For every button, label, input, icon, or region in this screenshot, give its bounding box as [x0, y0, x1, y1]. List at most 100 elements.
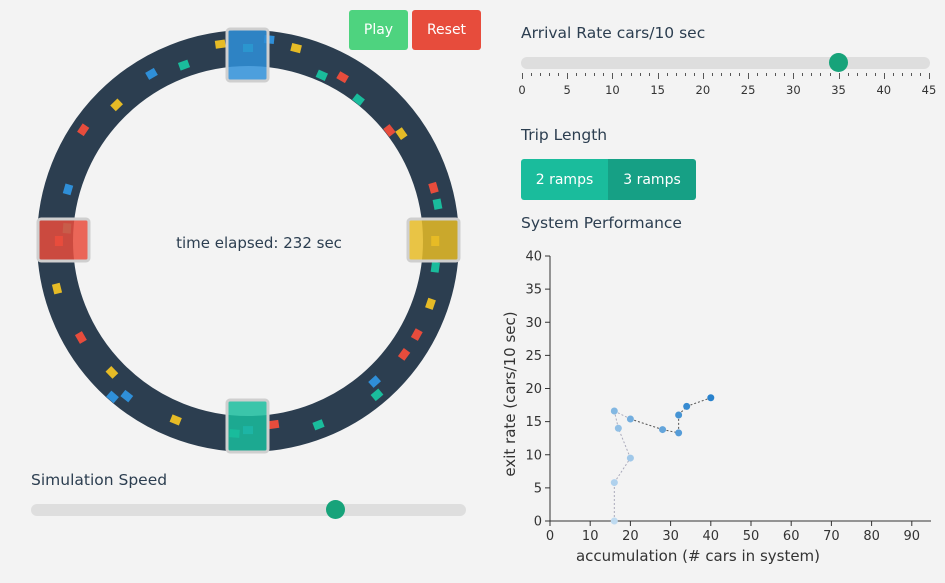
arrival-rate-tick-mark	[910, 73, 912, 76]
chart-x-tick-label: 30	[662, 529, 679, 544]
car	[428, 181, 439, 194]
car	[336, 71, 349, 84]
chart-trail-segment	[686, 397, 711, 407]
arrival-rate-tick-label: 30	[786, 83, 801, 97]
arrival-rate-tick-mark	[802, 73, 804, 76]
car	[352, 93, 365, 106]
car	[430, 261, 440, 273]
car	[315, 69, 328, 81]
chart-y-tick-label: 0	[534, 515, 542, 530]
chart-point	[683, 402, 691, 410]
arrival-rate-tick-label: 0	[518, 83, 526, 97]
arrival-rate-tick-mark	[702, 73, 704, 79]
trip-length-2-ramps-button[interactable]: 2 ramps	[521, 159, 608, 200]
time-elapsed-text: time elapsed: 232 sec	[176, 234, 342, 252]
chart-point	[707, 394, 715, 402]
arrival-rate-tick-mark	[901, 73, 903, 76]
car	[368, 375, 381, 388]
arrival-rate-tick-mark	[757, 73, 759, 76]
arrival-rate-tick-mark	[549, 73, 551, 76]
chart-point	[610, 517, 618, 525]
arrival-rate-tick-mark	[820, 73, 822, 76]
chart-y-tick-label: 40	[525, 250, 542, 265]
chart-point	[675, 411, 683, 419]
car	[432, 198, 443, 210]
chart-point	[626, 415, 634, 423]
chart-x-tick-label: 40	[703, 529, 720, 544]
chart-y-tick-label: 20	[525, 382, 542, 397]
arrival-rate-tick-mark	[522, 73, 523, 79]
arrival-rate-tick-mark	[748, 73, 750, 79]
arrival-rate-tick-label: 25	[740, 83, 756, 97]
car	[105, 366, 119, 379]
chart-point	[614, 424, 622, 432]
ring-road-simulation: time elapsed: 232 sec	[36, 27, 461, 454]
car	[370, 388, 384, 402]
arrival-rate-tick-mark	[856, 73, 858, 76]
arrival-rate-tick-label: 5	[563, 83, 571, 97]
car	[51, 282, 63, 295]
arrival-rate-tick-mark	[730, 73, 732, 76]
system-performance-chart: 0 10 20 30 40 50 60 70 80 90 0 5 10 15 20 25 30 35 40 accu…	[501, 250, 931, 565]
arrival-rate-tick-mark	[540, 73, 542, 76]
arrival-rate-tick-mark	[919, 73, 921, 76]
reset-button[interactable]: Reset	[412, 10, 481, 50]
arrival-rate-tick-label: 10	[605, 83, 620, 97]
play-button[interactable]: Play	[349, 10, 408, 50]
arrival-rate-tick-mark	[576, 73, 578, 76]
trip-length-3-ramps-button[interactable]: 3 ramps	[608, 159, 696, 200]
chart-trail-segment	[613, 457, 631, 483]
chart-lines	[613, 397, 711, 521]
chart-point	[659, 426, 667, 434]
ramp-left	[36, 217, 91, 263]
car	[62, 183, 74, 196]
chart-y-tick-label: 15	[525, 415, 542, 430]
car	[106, 390, 119, 404]
arrival-rate-tick-mark	[793, 73, 795, 79]
car	[425, 297, 436, 310]
arrival-rate-tick-mark	[766, 73, 768, 76]
car	[77, 123, 90, 137]
car	[290, 43, 302, 54]
car	[74, 331, 87, 344]
chart-axes: 0 10 20 30 40 50 60 70 80 90 0 5 10 15 20 25 30 35 40	[525, 250, 931, 544]
car	[383, 124, 396, 137]
car	[120, 389, 134, 403]
chart-x-tick-label: 90	[904, 529, 921, 544]
chart-x-tick-label: 10	[582, 529, 599, 544]
car	[397, 348, 411, 361]
arrival-rate-tick-mark	[558, 73, 560, 76]
arrival-rate-tick-mark	[883, 73, 885, 79]
chart-x-tick-label: 0	[546, 529, 554, 544]
chart-point	[610, 479, 618, 487]
ramp-bottom	[225, 398, 270, 454]
trip-length-label: Trip Length	[521, 126, 608, 144]
ramp-right	[406, 217, 461, 263]
chart-x-axis-label: accumulation (# cars in system)	[576, 547, 820, 565]
chart-trail-segment	[614, 410, 631, 420]
arrival-rate-tick-mark	[693, 73, 695, 76]
car	[312, 419, 325, 431]
arrival-rate-tick-mark	[612, 73, 614, 79]
arrival-rate-tick-mark	[711, 73, 713, 76]
arrival-rate-tick-mark	[865, 73, 867, 76]
car	[177, 59, 191, 71]
arrival-rate-tick-mark	[639, 73, 641, 76]
arrival-rate-tick-mark	[621, 73, 623, 76]
arrival-rate-tick-mark	[585, 73, 587, 76]
arrival-rate-thumb[interactable]	[829, 53, 849, 72]
arrival-rate-tick-mark	[666, 73, 668, 76]
chart-y-tick-label: 35	[525, 283, 542, 298]
arrival-rate-tick-mark	[892, 73, 894, 76]
arrival-rate-tick-mark	[648, 73, 650, 76]
car	[268, 419, 280, 430]
arrival-rate-slider[interactable]	[521, 57, 930, 69]
simulation-speed-thumb[interactable]	[326, 500, 345, 519]
arrival-rate-tick-label: 15	[650, 83, 665, 97]
chart-y-axis-label: exit rate (cars/10 sec)	[501, 311, 519, 476]
chart-y-tick-label: 30	[525, 316, 542, 331]
arrival-rate-tick-mark	[784, 73, 786, 76]
simulation-speed-slider[interactable]	[31, 504, 466, 516]
chart-y-tick-label: 25	[525, 349, 542, 364]
chart-x-tick-label: 20	[622, 529, 639, 544]
